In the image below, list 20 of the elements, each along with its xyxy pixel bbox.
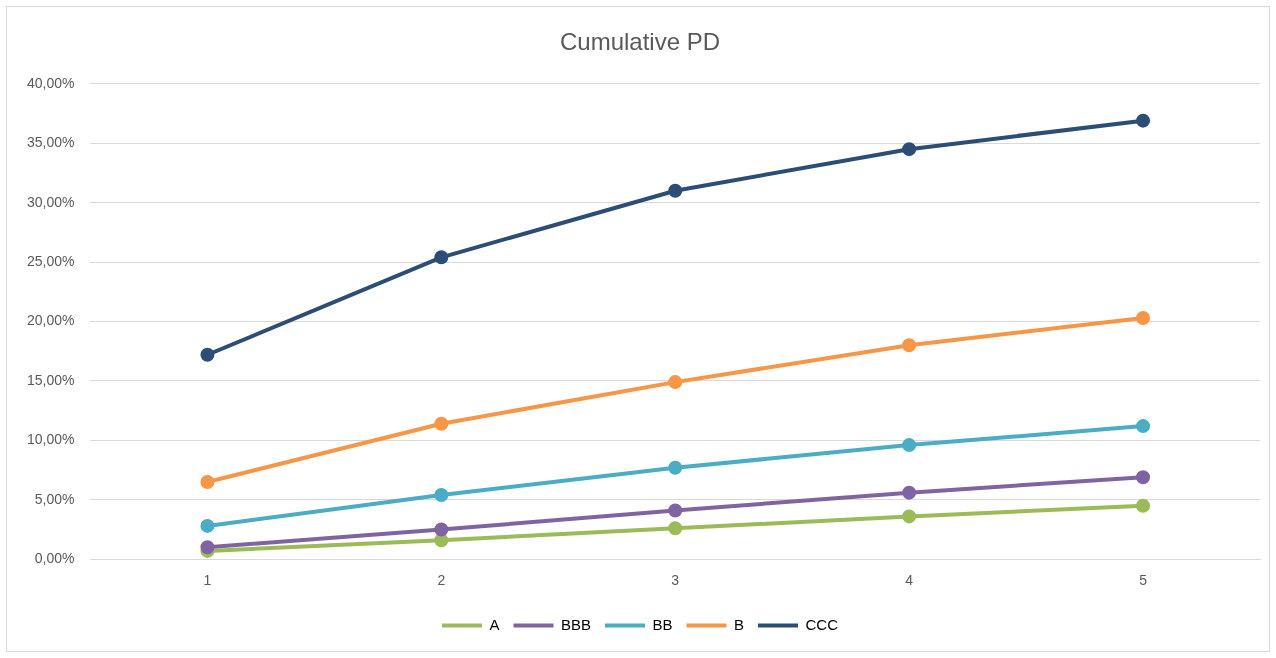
x-tick-label: 2	[437, 572, 446, 589]
chart-title: Cumulative PD	[559, 28, 721, 56]
y-tick-label: 10,00%	[27, 431, 75, 448]
legend-label: CCC	[805, 615, 839, 633]
x-tick-label: 5	[1139, 572, 1148, 589]
x-tick-label: 4	[905, 572, 914, 589]
legend-label: A	[489, 615, 500, 633]
legend-label: BBB	[560, 615, 591, 633]
y-tick-label: 40,00%	[27, 74, 75, 91]
y-tick-label: 5,00%	[34, 490, 75, 507]
y-tick-label: 35,00%	[27, 134, 75, 151]
y-tick-label: 30,00%	[27, 193, 75, 210]
y-tick-label: 0,00%	[34, 550, 75, 567]
x-tick-label: 3	[671, 572, 680, 589]
y-tick-label: 25,00%	[27, 252, 75, 269]
y-tick-label: 15,00%	[27, 371, 75, 388]
x-tick-label: 1	[203, 572, 212, 589]
legend-label: BB	[652, 615, 673, 633]
legend-label: B	[734, 615, 745, 633]
y-tick-label: 20,00%	[27, 312, 75, 329]
